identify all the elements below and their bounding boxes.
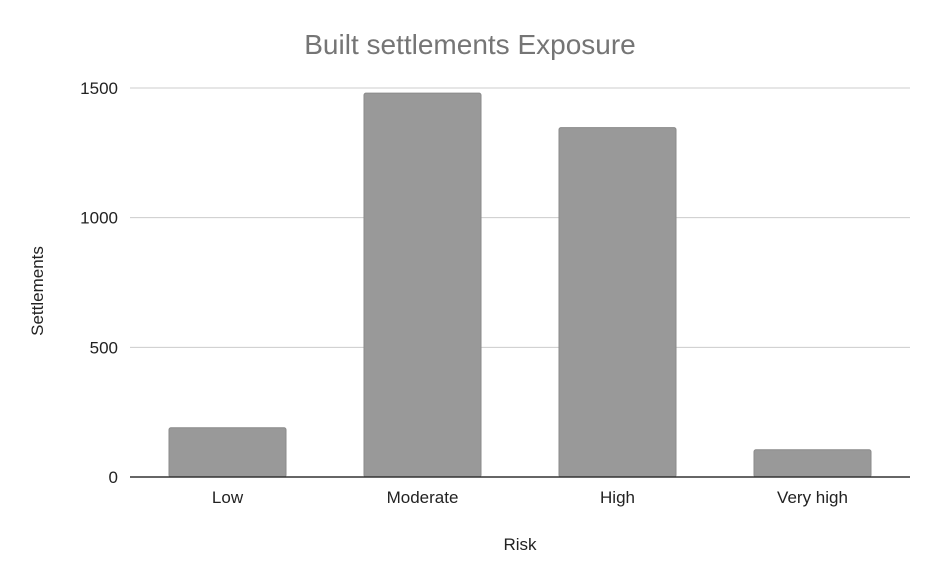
y-tick-label: 0 bbox=[109, 468, 118, 487]
bar-low bbox=[168, 427, 287, 478]
bar-very-high bbox=[753, 449, 872, 478]
bars bbox=[168, 92, 872, 478]
bar-moderate bbox=[363, 92, 482, 478]
x-tick-label: Low bbox=[212, 488, 244, 507]
y-tick-label: 1500 bbox=[80, 79, 118, 98]
y-tick-label: 1000 bbox=[80, 209, 118, 228]
gridlines bbox=[130, 87, 910, 348]
x-tick-label: High bbox=[600, 488, 635, 507]
chart-title: Built settlements Exposure bbox=[304, 29, 636, 60]
y-tick-label: 500 bbox=[90, 338, 118, 357]
x-axis-label: Risk bbox=[503, 535, 537, 554]
x-axis-ticks: Low Moderate High Very high bbox=[212, 488, 848, 507]
bar-high bbox=[558, 127, 677, 478]
x-tick-label: Moderate bbox=[387, 488, 459, 507]
x-tick-label: Very high bbox=[777, 488, 848, 507]
y-axis-ticks: 0 500 1000 1500 bbox=[80, 79, 118, 487]
y-axis-label: Settlements bbox=[28, 246, 47, 336]
